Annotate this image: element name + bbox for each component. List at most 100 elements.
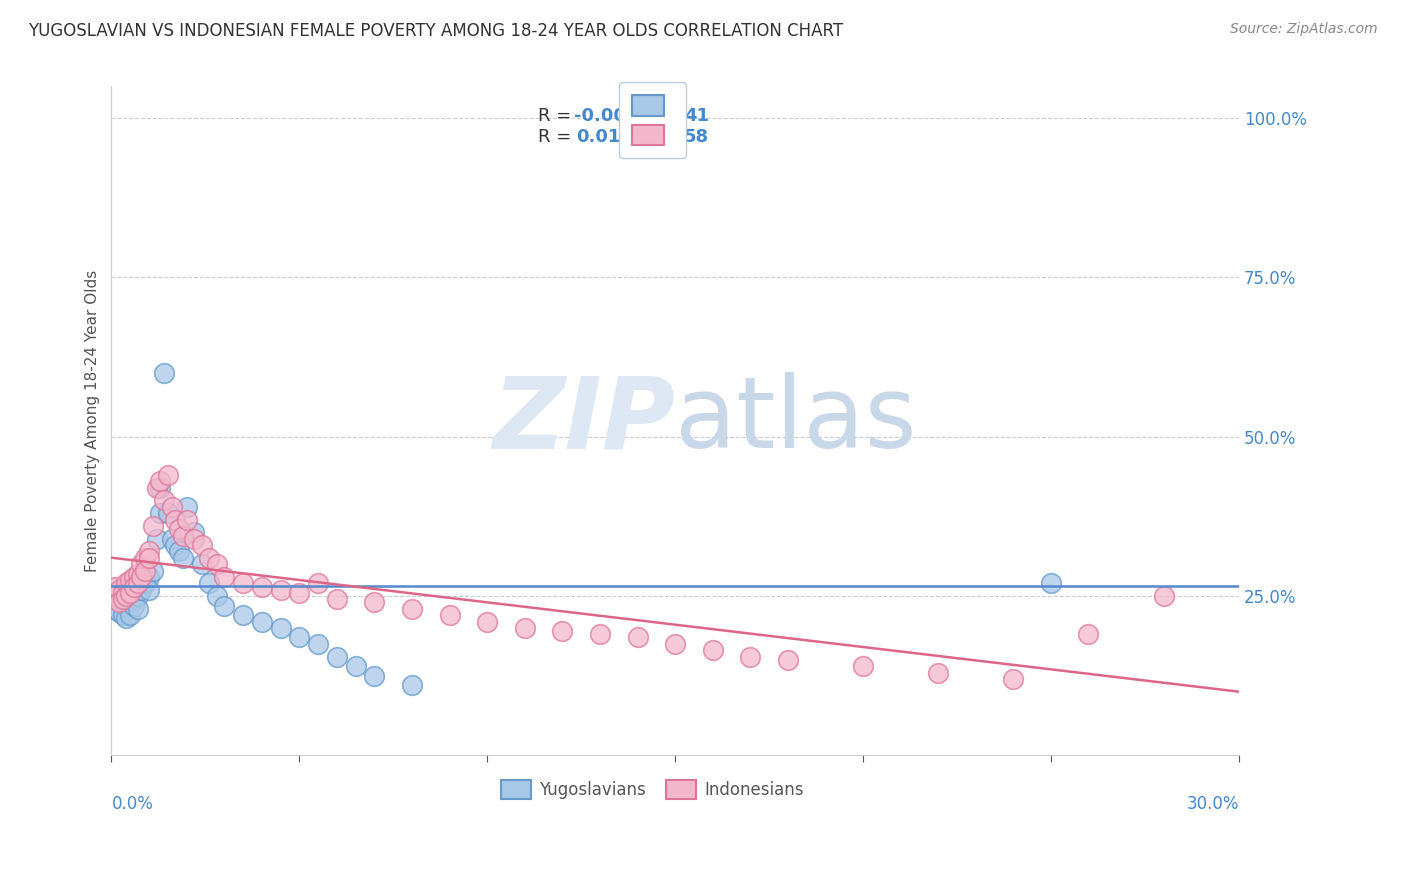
Point: [167, 522, 190, 536]
Point: [326, 649, 349, 664]
Point: [212, 599, 235, 613]
Point: [401, 678, 423, 692]
Point: [439, 608, 461, 623]
Point: [111, 586, 134, 600]
Point: [589, 627, 612, 641]
Text: YUGOSLAVIAN VS INDONESIAN FEMALE POVERTY AMONG 18-24 YEAR OLDS CORRELATION CHART: YUGOSLAVIAN VS INDONESIAN FEMALE POVERTY…: [28, 22, 844, 40]
Point: [122, 570, 145, 584]
Point: [138, 582, 160, 597]
Point: [551, 624, 574, 639]
Point: [138, 550, 160, 565]
Point: [270, 621, 292, 635]
Point: [250, 615, 273, 629]
Point: [111, 592, 134, 607]
Point: [127, 566, 149, 581]
Text: 0.0%: 0.0%: [111, 796, 153, 814]
Text: atlas: atlas: [675, 372, 917, 469]
Point: [115, 611, 138, 625]
Point: [288, 586, 311, 600]
Point: [232, 608, 254, 623]
Point: [131, 558, 153, 572]
Point: [1002, 672, 1025, 686]
Point: [401, 602, 423, 616]
Point: [232, 576, 254, 591]
Point: [131, 570, 153, 584]
Legend: Yugoslavians, Indonesians: Yugoslavians, Indonesians: [492, 772, 813, 807]
Point: [122, 599, 145, 613]
Text: 30.0%: 30.0%: [1187, 796, 1239, 814]
Point: [198, 576, 221, 591]
Text: 0.015: 0.015: [576, 128, 633, 145]
Point: [1077, 627, 1099, 641]
Point: [288, 631, 311, 645]
Text: R =: R =: [537, 128, 576, 145]
Text: R =: R =: [537, 107, 576, 126]
Point: [104, 602, 127, 616]
Point: [153, 493, 176, 508]
Point: [138, 544, 160, 558]
Point: [149, 481, 172, 495]
Point: [702, 643, 724, 657]
Point: [120, 586, 142, 600]
Text: Source: ZipAtlas.com: Source: ZipAtlas.com: [1230, 22, 1378, 37]
Point: [176, 500, 198, 514]
Point: [122, 580, 145, 594]
Text: -0.000: -0.000: [574, 107, 638, 126]
Text: 58: 58: [685, 128, 709, 145]
Point: [172, 550, 194, 565]
Point: [134, 564, 156, 578]
Point: [927, 665, 949, 680]
Point: [127, 589, 149, 603]
Point: [115, 599, 138, 613]
Point: [852, 659, 875, 673]
Point: [108, 582, 131, 597]
Point: [198, 550, 221, 565]
Y-axis label: Female Poverty Among 18-24 Year Olds: Female Poverty Among 18-24 Year Olds: [86, 269, 100, 572]
Point: [111, 608, 134, 623]
Point: [120, 595, 142, 609]
Point: [160, 500, 183, 514]
Point: [183, 532, 205, 546]
Point: [513, 621, 536, 635]
Point: [104, 580, 127, 594]
Point: [115, 589, 138, 603]
Point: [145, 481, 167, 495]
Point: [363, 669, 385, 683]
Point: [131, 582, 153, 597]
Text: ZIP: ZIP: [492, 372, 675, 469]
Point: [190, 538, 212, 552]
Point: [142, 519, 165, 533]
Point: [108, 605, 131, 619]
Point: [145, 532, 167, 546]
Point: [363, 595, 385, 609]
Point: [120, 573, 142, 587]
Point: [205, 558, 228, 572]
Point: [172, 528, 194, 542]
Point: [307, 637, 329, 651]
Point: [165, 538, 187, 552]
Point: [270, 582, 292, 597]
Point: [190, 558, 212, 572]
Point: [344, 659, 367, 673]
Point: [165, 513, 187, 527]
Point: [115, 576, 138, 591]
Point: [156, 506, 179, 520]
Point: [176, 513, 198, 527]
Point: [134, 576, 156, 591]
Point: [134, 550, 156, 565]
Point: [1153, 589, 1175, 603]
Point: [167, 544, 190, 558]
Point: [326, 592, 349, 607]
Point: [138, 570, 160, 584]
Point: [127, 576, 149, 591]
Text: 41: 41: [685, 107, 709, 126]
Text: N =: N =: [652, 128, 693, 145]
Point: [250, 580, 273, 594]
Point: [740, 649, 762, 664]
Text: N =: N =: [652, 107, 693, 126]
Point: [626, 631, 648, 645]
Point: [156, 468, 179, 483]
Point: [142, 564, 165, 578]
Point: [307, 576, 329, 591]
Point: [108, 595, 131, 609]
